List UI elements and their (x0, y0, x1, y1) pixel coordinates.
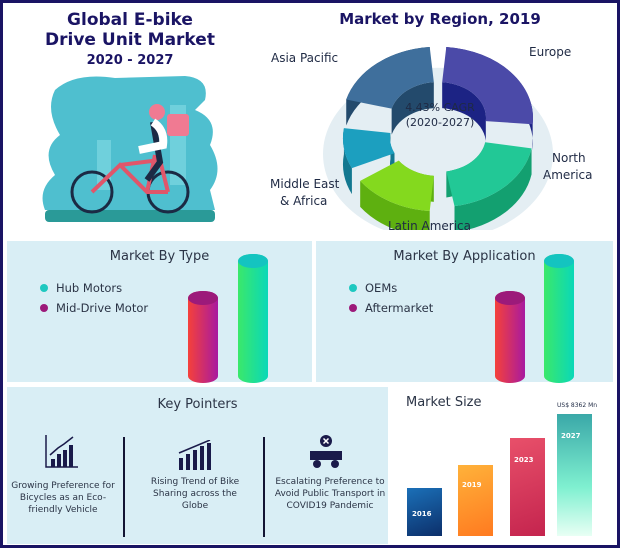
cagr-label: 4.43% CAGR (2020-2027) (380, 100, 500, 130)
bar-oems (544, 254, 574, 383)
panel-title: Market By Type (109, 249, 210, 264)
legend-dot-icon (349, 284, 357, 292)
bar-2019: 2019 (458, 465, 493, 536)
public-transport-avoid-icon (310, 435, 342, 468)
segment-europe (442, 47, 533, 151)
legend-label: Hub Motors (56, 281, 123, 295)
label-mea-2: & Africa (280, 194, 328, 208)
market-size-value: US$ 8362 Mn (557, 402, 598, 409)
bar-hub-motors (238, 254, 268, 383)
segment-asia-pacific (346, 47, 434, 135)
bar-2023: 2023 (510, 438, 545, 536)
bar-mid-drive (188, 291, 218, 383)
cagr-period: (2020-2027) (405, 116, 475, 129)
legend-dot-icon (40, 284, 48, 292)
legend-aftermarket: Aftermarket (349, 301, 433, 315)
year-label: 2019 (462, 481, 482, 489)
legend-label: Mid-Drive Motor (56, 301, 149, 315)
segment-north-america (446, 142, 532, 230)
label-mea: Middle East (270, 177, 340, 191)
legend-dot-icon (349, 304, 357, 312)
title-line-1: Global E-bike (67, 10, 193, 30)
title-years: 2020 - 2027 (86, 53, 174, 68)
label-north-america-2: America (543, 168, 593, 182)
segment-latin-america (360, 160, 434, 230)
rising-bars-icon (178, 440, 211, 470)
legend-oems: OEMs (349, 281, 397, 295)
label-asia-pacific: Asia Pacific (271, 51, 339, 65)
title-line-2: Drive Unit Market (45, 30, 215, 50)
market-size-title: Market Size (406, 395, 482, 410)
bar-aftermarket (495, 291, 525, 383)
panel-title: Market By Application (393, 249, 536, 264)
legend-label: OEMs (365, 281, 398, 295)
label-north-america: North (552, 151, 586, 165)
year-label: 2016 (412, 510, 432, 518)
bar-2027: 2027 (557, 414, 592, 536)
legend-dot-icon (40, 304, 48, 312)
region-donut-chart (323, 47, 553, 230)
market-by-application-panel: Market By Application OEMs Aftermarket (316, 241, 613, 383)
market-by-type-panel: Market By Type Hub Motors Mid-Drive Moto… (7, 241, 312, 383)
legend-mid-drive: Mid-Drive Motor (40, 301, 148, 315)
legend-label: Aftermarket (365, 301, 434, 315)
year-label: 2023 (514, 456, 534, 464)
label-europe: Europe (529, 45, 572, 59)
region-title: Market by Region, 2019 (339, 10, 541, 28)
ebike-illustration (42, 76, 218, 222)
panel-title: Key Pointers (157, 397, 238, 412)
divider (123, 437, 125, 537)
key-pointer-2: Rising Trend of Bike Sharing across the … (150, 477, 240, 511)
growth-chart-icon (45, 435, 78, 468)
bar-2016: 2016 (407, 488, 442, 536)
label-latin-america: Latin America (388, 219, 471, 233)
divider (263, 437, 265, 537)
legend-hub-motors: Hub Motors (40, 281, 122, 295)
report-title: Global E-bike Drive Unit Market 2020 - 2… (20, 10, 240, 68)
key-pointer-1: Growing Preference for Bicycles as an Ec… (11, 481, 115, 515)
key-pointer-3: Escalating Preference to Avoid Public Tr… (274, 477, 386, 511)
year-label: 2027 (561, 432, 581, 440)
cagr-value: 4.43% CAGR (405, 101, 475, 114)
